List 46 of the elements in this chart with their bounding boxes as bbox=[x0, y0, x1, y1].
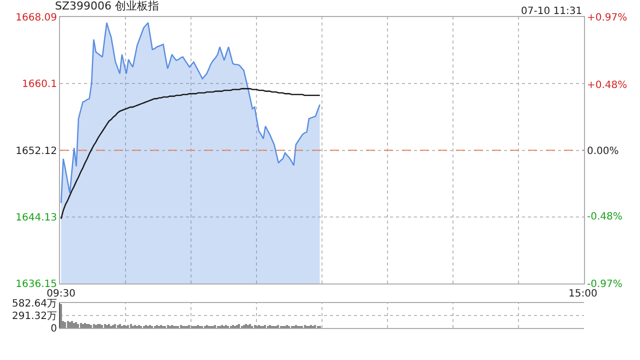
bar bbox=[314, 325, 316, 328]
y-tick-label: 1636.15 bbox=[16, 279, 57, 290]
bar bbox=[104, 324, 106, 328]
line-series bbox=[60, 88, 320, 220]
bar bbox=[80, 323, 82, 328]
bar bbox=[119, 324, 121, 328]
bar bbox=[264, 325, 266, 328]
bar bbox=[130, 324, 132, 328]
bar bbox=[64, 322, 66, 328]
bar bbox=[101, 325, 103, 328]
bar bbox=[114, 324, 116, 328]
y-tick-label: 1644.13 bbox=[16, 212, 57, 224]
annotation: 07-10 11:31 bbox=[521, 6, 582, 17]
bar bbox=[77, 324, 79, 328]
bar bbox=[67, 321, 69, 328]
y-tick-label: 291.32万 bbox=[12, 311, 57, 322]
y2-tick-label: -0.48% bbox=[587, 212, 622, 223]
bar bbox=[238, 324, 240, 328]
y-tick-label: 1652.12 bbox=[16, 146, 57, 157]
y2-tick-label: +0.97% bbox=[587, 12, 628, 24]
y-tick-label: 0 bbox=[50, 324, 57, 334]
bar bbox=[277, 325, 279, 328]
chart-title: SZ399006 创业板指 bbox=[55, 0, 160, 12]
bar bbox=[304, 325, 306, 328]
bar bbox=[117, 325, 119, 328]
x-tick-label: 15:00 bbox=[568, 288, 598, 300]
bar bbox=[180, 325, 182, 328]
bar bbox=[108, 324, 110, 328]
bar bbox=[243, 325, 245, 328]
y-tick-label: 1668.09 bbox=[16, 12, 57, 24]
y-tick-label: 1660.1 bbox=[22, 79, 57, 90]
bar bbox=[93, 324, 95, 328]
bar bbox=[112, 325, 114, 328]
y2-tick-label: -0.97% bbox=[587, 279, 622, 290]
bar bbox=[90, 325, 92, 328]
bar bbox=[254, 325, 256, 328]
y2-tick-label: 0.00% bbox=[587, 146, 619, 157]
bar bbox=[167, 325, 169, 328]
bar bbox=[214, 325, 216, 328]
x-tick-label: 09:30 bbox=[46, 288, 76, 300]
y-tick-label: 582.64万 bbox=[12, 298, 57, 310]
bar bbox=[127, 325, 129, 328]
bar bbox=[188, 325, 190, 328]
y2-tick-label: +0.48% bbox=[587, 80, 628, 91]
bar bbox=[236, 325, 238, 328]
bar bbox=[249, 324, 251, 328]
